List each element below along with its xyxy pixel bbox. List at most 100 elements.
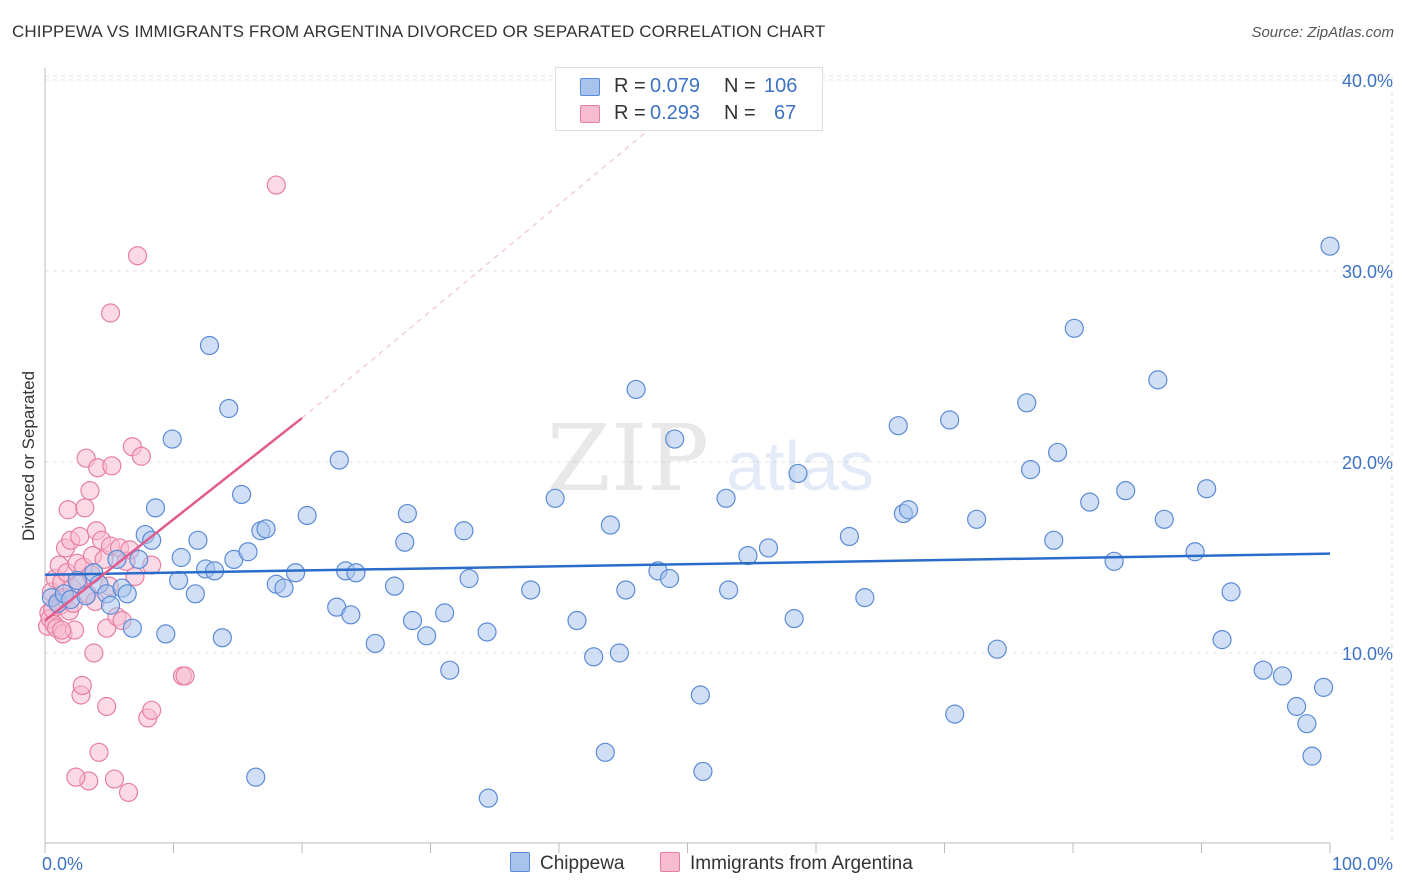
legend-r-value: 0.079 — [650, 75, 701, 97]
data-point — [1080, 492, 1100, 512]
data-point — [417, 626, 437, 646]
data-point — [1197, 479, 1217, 499]
data-point — [285, 563, 306, 583]
data-point — [595, 742, 615, 762]
data-point — [1154, 509, 1174, 529]
bottom-legend-label-chippewa: Chippewa — [540, 853, 625, 874]
legend-n-value: 67 — [774, 102, 797, 124]
legend-r-label: R = — [614, 102, 646, 124]
data-point — [945, 704, 965, 724]
data-point — [1116, 481, 1136, 501]
data-point — [1221, 582, 1241, 602]
data-point — [784, 609, 804, 629]
data-point — [521, 580, 541, 600]
data-point — [693, 761, 713, 782]
data-point — [1104, 551, 1124, 571]
series-argentina-points — [37, 175, 286, 803]
data-point — [131, 446, 151, 466]
data-point — [616, 580, 636, 600]
data-point — [626, 379, 646, 400]
data-point — [719, 580, 739, 600]
y-tick-label: 40.0% — [1342, 71, 1393, 91]
data-point — [232, 484, 252, 505]
data-point — [122, 618, 142, 638]
watermark-zip: ZIP — [547, 405, 709, 512]
data-point — [1017, 393, 1037, 413]
data-point — [898, 500, 919, 520]
data-point — [256, 519, 276, 539]
data-point — [212, 628, 232, 648]
data-point — [1313, 677, 1334, 697]
data-point — [246, 767, 266, 787]
data-point — [609, 643, 629, 663]
chart-title: CHIPPEWA VS IMMIGRANTS FROM ARGENTINA DI… — [12, 22, 826, 41]
data-point — [266, 175, 286, 195]
legend-r-value: 0.293 — [650, 102, 701, 124]
watermark: ZIP atlas — [547, 405, 874, 512]
data-point — [127, 246, 148, 266]
data-point — [788, 463, 808, 484]
data-point — [459, 568, 479, 589]
source-note: Source: ZipAtlas.com — [1251, 24, 1394, 41]
bottom-legend-label-argentina: Immigrants from Argentina — [690, 853, 913, 874]
data-point — [97, 696, 117, 717]
trend-line — [44, 552, 1331, 576]
y-axis-label: Divorced or Separated — [19, 371, 38, 541]
data-point — [169, 570, 189, 591]
data-point — [855, 588, 875, 608]
data-point — [199, 335, 220, 356]
data-point — [738, 545, 758, 566]
trend-lines — [44, 129, 1331, 622]
data-point — [1044, 530, 1064, 550]
data-point — [454, 521, 474, 541]
legend-n-label: N = — [724, 75, 756, 97]
tick-labels: 10.0% 20.0% 30.0% 40.0% 0.0% 100.0% — [42, 71, 1393, 874]
data-point — [365, 633, 385, 654]
data-point — [397, 503, 417, 524]
data-point — [1047, 442, 1068, 463]
data-point — [545, 488, 565, 508]
data-point — [888, 416, 908, 436]
axes — [44, 68, 1331, 853]
data-point — [171, 547, 191, 568]
data-point — [477, 622, 497, 642]
data-point — [758, 538, 779, 558]
data-point — [384, 576, 405, 596]
data-point — [72, 675, 92, 696]
data-point — [52, 620, 72, 640]
data-point — [1020, 460, 1041, 480]
data-point — [1272, 666, 1293, 686]
stats-legend: R = 0.079 N = 106 R = 0.293 N = 67 — [555, 67, 823, 131]
data-point — [600, 515, 621, 535]
bottom-legend-swatch-argentina — [660, 852, 680, 872]
trend-line — [44, 417, 303, 622]
data-point — [346, 563, 366, 583]
data-point — [1148, 370, 1168, 390]
legend-swatch-chippewa — [580, 78, 600, 96]
data-point — [341, 605, 361, 625]
data-point — [395, 532, 415, 552]
data-point — [940, 410, 960, 430]
data-point — [1212, 630, 1232, 650]
data-point — [329, 450, 349, 470]
data-point — [188, 530, 208, 550]
data-point — [1320, 236, 1340, 256]
data-point — [238, 542, 258, 562]
legend-n-value: 106 — [764, 75, 798, 97]
data-point — [716, 488, 736, 508]
data-point — [967, 509, 987, 529]
data-point — [118, 782, 139, 803]
data-point — [1286, 696, 1307, 717]
data-point — [142, 700, 162, 720]
gridlines — [45, 75, 1393, 843]
data-point — [1253, 660, 1273, 680]
bottom-legend-argentina: Immigrants from Argentina — [660, 852, 913, 875]
data-point — [117, 584, 137, 604]
data-point — [129, 549, 149, 570]
series-chippewa-points — [41, 236, 1340, 808]
data-point — [1302, 746, 1322, 766]
bottom-legend-chippewa: Chippewa — [510, 852, 625, 875]
data-point — [1297, 714, 1317, 734]
data-point — [185, 584, 205, 604]
